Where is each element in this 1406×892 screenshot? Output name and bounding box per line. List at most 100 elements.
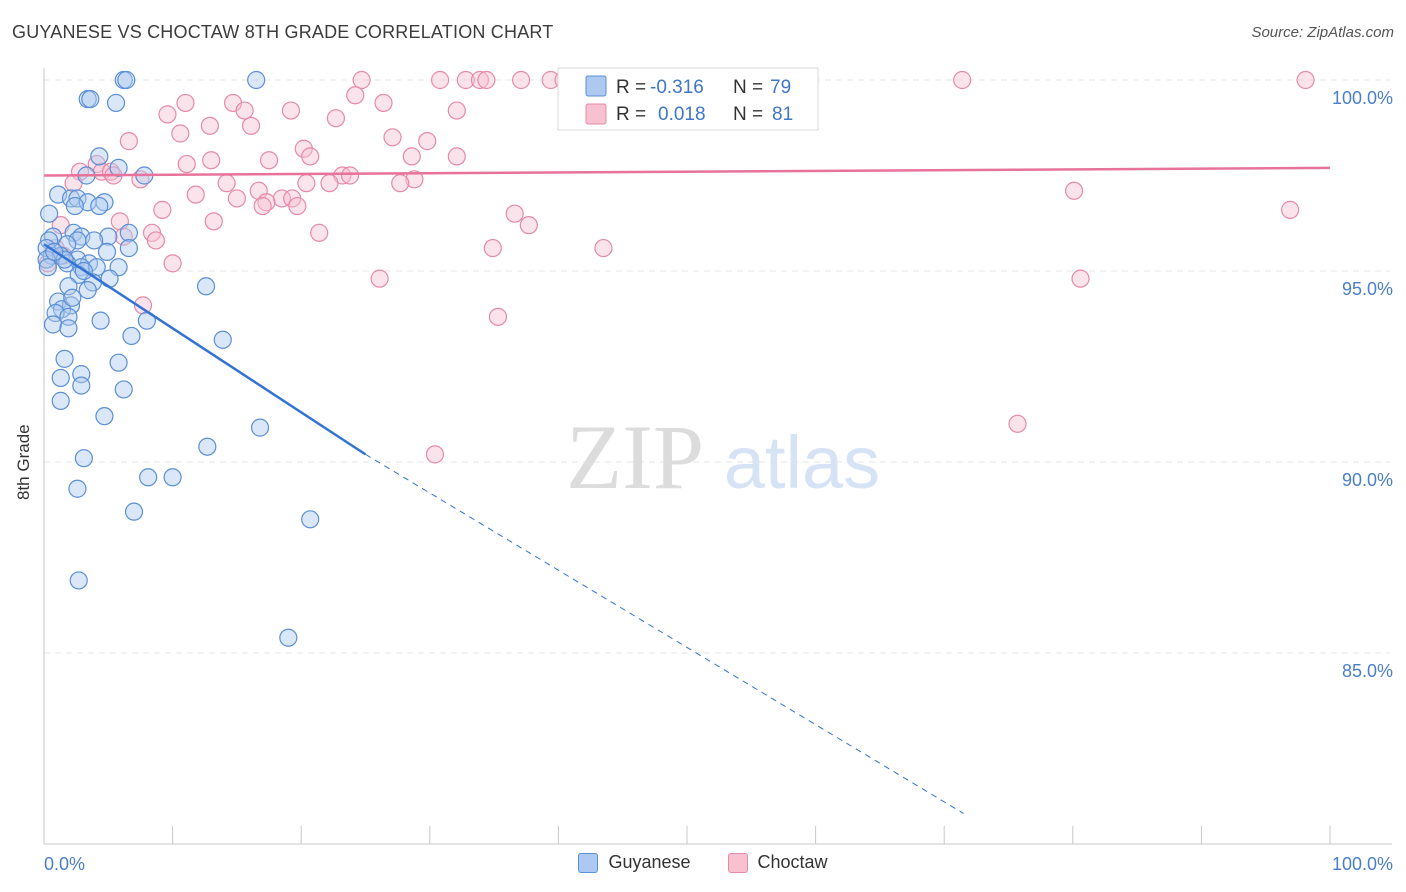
watermark-zip: ZIP (566, 406, 704, 508)
legend-label-guyanese: Guyanese (608, 852, 691, 872)
y-axis-label: 8th Grade (14, 424, 33, 500)
guyanese-point (119, 238, 138, 258)
guyanese-trendline-extension (365, 453, 964, 814)
guyanese-point (95, 407, 114, 426)
choctaw-point (288, 196, 307, 216)
guyanese-point (81, 89, 100, 109)
guyanese-point (106, 93, 126, 113)
choctaw-point (1296, 70, 1315, 90)
guyanese-point (139, 468, 158, 487)
guyanese-point (250, 418, 270, 437)
guyanese-point (117, 70, 136, 90)
guyanese-point (51, 391, 70, 410)
guyanese-point (40, 204, 59, 223)
guyanese-point (99, 227, 118, 246)
legend-swatch-guyanese-bottom (578, 852, 599, 873)
guyanese-point (279, 628, 298, 647)
chart-title: GUYANESE VS CHOCTAW 8TH GRADE CORRELATIO… (12, 22, 554, 42)
legend-item-choctaw: Choctaw (727, 852, 828, 873)
guyanese-point (109, 158, 128, 177)
y-tick-label: 95.0% (1342, 279, 1393, 299)
x-tick-label: 0.0% (44, 854, 85, 874)
guyanese-point (119, 223, 138, 242)
choctaw-point (488, 307, 508, 326)
axes (43, 68, 1392, 845)
choctaw-point (146, 231, 165, 250)
guyanese-point (163, 468, 182, 487)
choctaw-trendline (43, 166, 1331, 177)
choctaw-point (186, 185, 205, 204)
legend-item-guyanese: Guyanese (578, 852, 691, 873)
y-tick-label: 85.0% (1342, 661, 1393, 681)
guyanese-point (51, 368, 70, 388)
guyanese-point (301, 510, 320, 529)
guyanese-point (122, 326, 141, 346)
choctaw-point (594, 238, 613, 258)
choctaw-point (340, 166, 360, 185)
source-credit: Source: ZipAtlas.com (1251, 24, 1394, 41)
choctaw-point (163, 254, 182, 273)
guyanese-point (114, 380, 133, 399)
guyanese-point (90, 196, 109, 216)
choctaw-point (297, 174, 316, 193)
guyanese-point (196, 277, 216, 296)
choctaw-point (158, 105, 177, 124)
guyanese-point (78, 281, 97, 300)
choctaw-point (326, 109, 346, 128)
guyanese-point (72, 376, 91, 395)
choctaw-point (512, 70, 531, 90)
trendlines (43, 166, 1331, 814)
choctaw-point (153, 200, 172, 219)
choctaw-point (227, 189, 246, 208)
choctaw-point (447, 101, 466, 120)
choctaw-point (171, 124, 190, 143)
guyanese-trendline (43, 243, 367, 456)
choctaw-point (176, 93, 195, 113)
guyanese-point (85, 231, 104, 250)
choctaw-point (483, 238, 502, 258)
choctaw-point (241, 116, 261, 135)
guyanese-point (38, 258, 57, 277)
guyanese-point (61, 296, 81, 315)
legend-n-value-choctaw: 81 (772, 104, 793, 125)
guyanese-point (59, 277, 78, 296)
choctaw-point (1064, 181, 1084, 200)
legend-r-label-choctaw: R = (616, 104, 646, 125)
choctaw-point (470, 70, 490, 90)
y-tick-label: 90.0% (1342, 470, 1393, 490)
guyanese-point (68, 479, 87, 498)
choctaw-point (953, 70, 972, 90)
legend-swatch-choctaw-bottom (727, 852, 748, 873)
legend-r-value-guyanese: -0.316 (650, 77, 704, 98)
choctaw-point (402, 147, 421, 166)
choctaw-point (320, 174, 339, 193)
guyanese-point (109, 353, 128, 372)
choctaw-point (202, 151, 221, 170)
legend-label-choctaw: Choctaw (757, 852, 828, 872)
watermark-atlas: atlas (724, 421, 880, 504)
choctaw-point (425, 445, 445, 464)
guyanese-point (43, 315, 63, 334)
guyanese-point (247, 70, 266, 90)
choctaw-point (418, 132, 437, 151)
choctaw-point (477, 70, 496, 90)
choctaw-point (519, 216, 538, 235)
choctaw-point (294, 139, 313, 158)
choctaw-point (456, 70, 475, 90)
guyanese-point (65, 196, 84, 216)
guyanese-point (55, 349, 74, 368)
top-legend: R = -0.316 N = 79 R = 0.018 N = 81 (557, 67, 819, 131)
guyanese-point (90, 147, 109, 166)
choctaw-point (1071, 269, 1090, 288)
choctaw-point (259, 151, 279, 170)
legend-r-value-choctaw: 0.018 (658, 104, 706, 125)
tick-labels: 100.0% 95.0% 90.0% 85.0% 0.0% 100.0% (44, 88, 1393, 874)
legend-swatch-choctaw (585, 103, 607, 125)
legend-swatch-guyanese (585, 75, 607, 97)
choctaw-point (505, 204, 524, 223)
choctaw-point (352, 70, 371, 90)
legend-n-label-guyanese: N = (733, 77, 763, 98)
choctaw-point (217, 174, 236, 193)
legend-n-label-choctaw: N = (733, 104, 763, 125)
